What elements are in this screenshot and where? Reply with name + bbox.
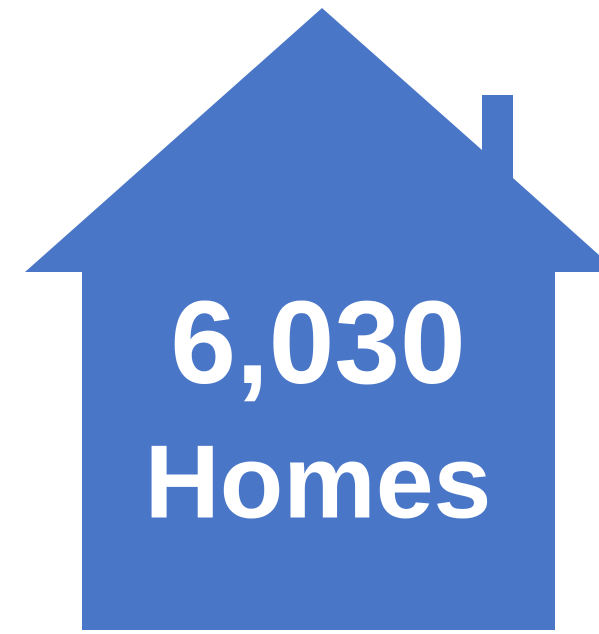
- house-icon: [25, 8, 599, 630]
- figure-number: 6,030: [170, 277, 465, 409]
- figure-label: Homes: [145, 424, 492, 540]
